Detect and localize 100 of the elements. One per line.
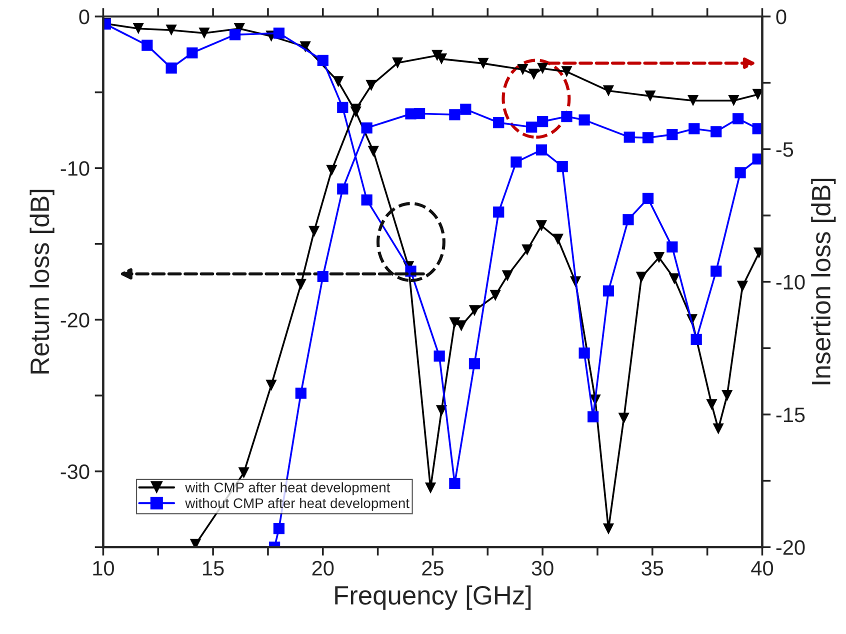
- point: [493, 206, 504, 218]
- point: [644, 90, 656, 102]
- point: [687, 95, 699, 106]
- point: [449, 317, 460, 328]
- point: [624, 132, 635, 143]
- point: [642, 132, 654, 144]
- legend-label: without CMP after heat development: [185, 498, 410, 511]
- point: [734, 167, 746, 178]
- point: [552, 234, 564, 245]
- point: [561, 110, 572, 122]
- point: [295, 388, 306, 399]
- point: [752, 88, 762, 100]
- x-axis-title: Frequency [GHz]: [335, 585, 531, 610]
- x-tick-label: 35: [642, 560, 664, 576]
- point: [712, 423, 724, 434]
- y-tick-label: -20: [60, 312, 90, 328]
- point: [142, 40, 153, 51]
- point: [510, 156, 522, 168]
- point: [186, 47, 198, 58]
- point: [578, 114, 590, 126]
- y-axis-title: Return loss [dB]: [30, 190, 54, 374]
- point: [636, 272, 647, 283]
- point: [736, 280, 748, 292]
- y2-tick-label: 0: [776, 9, 786, 24]
- point: [266, 380, 277, 391]
- point: [732, 113, 744, 124]
- point: [618, 412, 630, 424]
- y2-tick-label: -20: [776, 540, 805, 555]
- point: [414, 108, 426, 120]
- point: [728, 95, 740, 106]
- point: [273, 28, 285, 39]
- point: [273, 523, 285, 534]
- point: [561, 66, 572, 78]
- point: [537, 62, 548, 74]
- y2-axis-title: Insertion loss [dB]: [811, 178, 836, 384]
- y-tick-label: -30: [60, 464, 90, 480]
- point: [229, 29, 241, 40]
- point: [622, 214, 634, 226]
- point: [361, 194, 372, 206]
- point: [490, 290, 501, 302]
- point: [434, 350, 445, 362]
- y2-tick-label: -5: [776, 142, 794, 157]
- point: [526, 122, 538, 133]
- point: [666, 241, 678, 252]
- point: [668, 273, 680, 284]
- x-tick-label: 20: [312, 560, 334, 576]
- point: [528, 68, 540, 80]
- point: [588, 411, 599, 422]
- y2-tick-label: -15: [776, 408, 805, 422]
- point: [317, 270, 328, 282]
- x-tick-label: 15: [203, 561, 224, 576]
- point: [198, 28, 210, 39]
- point: [295, 278, 306, 290]
- point: [602, 85, 614, 96]
- point: [556, 161, 568, 172]
- point: [536, 220, 548, 232]
- point: [536, 144, 548, 156]
- point: [517, 64, 528, 76]
- point: [449, 109, 460, 120]
- y-tick-label: 0: [79, 9, 90, 24]
- point: [337, 183, 348, 195]
- x-tick-label: 10: [93, 560, 114, 576]
- point: [468, 305, 480, 316]
- point: [666, 129, 678, 140]
- point: [468, 358, 480, 370]
- point: [166, 24, 177, 36]
- point: [602, 285, 614, 296]
- point: [424, 482, 436, 494]
- point: [317, 54, 328, 66]
- point: [537, 116, 548, 128]
- point: [688, 123, 700, 134]
- y-tick-label: -10: [60, 161, 90, 176]
- point: [710, 126, 722, 138]
- point: [478, 58, 489, 70]
- point: [653, 252, 665, 264]
- point: [337, 102, 348, 114]
- point: [361, 122, 372, 134]
- y2-tick-label: -10: [776, 274, 805, 290]
- point: [522, 244, 533, 256]
- point: [460, 104, 472, 115]
- x-tick-label: 40: [751, 560, 774, 576]
- point: [166, 62, 177, 74]
- point: [132, 23, 144, 34]
- point: [368, 146, 379, 157]
- point: [456, 320, 467, 332]
- point: [308, 226, 320, 237]
- point: [326, 164, 338, 176]
- point: [436, 405, 448, 416]
- point: [642, 192, 654, 204]
- point: [722, 390, 733, 402]
- x-tick-label: 25: [422, 560, 444, 576]
- point: [710, 266, 722, 277]
- point: [493, 117, 504, 128]
- point: [706, 399, 718, 410]
- point: [502, 270, 513, 282]
- point: [578, 348, 590, 359]
- point: [238, 467, 250, 478]
- point: [366, 80, 377, 92]
- point: [392, 57, 404, 68]
- point: [449, 478, 460, 490]
